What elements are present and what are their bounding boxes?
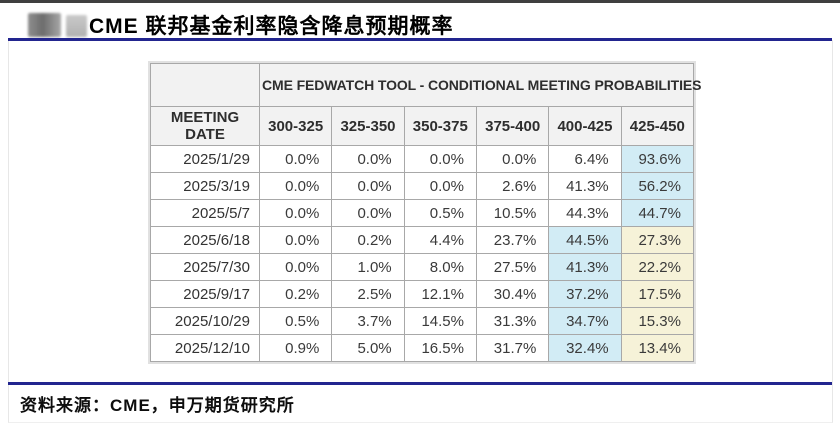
source-note: 资料来源：CME，申万期货研究所 [20,396,295,415]
column-header-rate: 425-450 [620,106,695,146]
probability-cell: 0.0% [331,199,405,227]
probability-cell: 4.4% [403,226,477,254]
header: CME 联邦基金利率隐含降息预期概率 [0,8,840,42]
meeting-date-cell: 2025/9/17 [150,280,260,308]
probability-cell: 0.5% [403,199,477,227]
probability-cell: 27.5% [475,253,550,281]
table-row: 2025/9/17 0.2% 2.5% 12.1% 30.4% 37.2% 17.5% [150,280,695,308]
probability-cell: 0.0% [258,145,333,173]
meeting-date-cell: 2025/3/19 [150,172,260,200]
probability-cell: 0.0% [475,145,550,173]
probability-cell: 93.6% [620,145,695,173]
probability-cell: 0.5% [258,307,333,335]
probability-cell: 0.9% [258,334,333,362]
column-header-meeting-date: MEETING DATE [150,106,260,146]
bottom-divider [8,382,832,385]
probability-cell: 44.5% [548,226,622,254]
probability-cell: 10.5% [475,199,550,227]
column-header-row: MEETING DATE 300-325 325-350 350-375 375-40… [150,106,695,146]
fedwatch-table-container: CME FEDWATCH TOOL - CONDITIONAL MEETING … [148,61,701,364]
table-banner: CME FEDWATCH TOOL - CONDITIONAL MEETING … [259,63,701,107]
probability-cell: 34.7% [548,307,622,335]
probability-cell: 41.3% [548,172,622,200]
probability-cell: 44.3% [548,199,622,227]
probability-cell: 16.5% [403,334,477,362]
probability-cell: 27.3% [620,226,695,254]
probability-cell: 0.0% [403,145,477,173]
probability-cell: 15.3% [620,307,695,335]
meeting-date-cell: 2025/7/30 [150,253,260,281]
probability-cell: 30.4% [475,280,550,308]
column-header-rate: 400-425 [548,106,622,146]
table-row: 2025/7/30 0.0% 1.0% 8.0% 27.5% 41.3% 22.2% [150,253,695,281]
probability-cell: 0.0% [258,172,333,200]
table-row: 2025/1/29 0.0% 0.0% 0.0% 0.0% 6.4% 93.6% [150,145,695,173]
table-row: 2025/5/7 0.0% 0.0% 0.5% 10.5% 44.3% 44.7% [150,199,695,227]
probability-cell: 31.7% [475,334,550,362]
company-logo-blurred [28,13,61,37]
probability-cell: 1.0% [331,253,405,281]
probability-cell: 6.4% [548,145,622,173]
probability-cell: 12.1% [403,280,477,308]
probability-cell: 0.0% [258,199,333,227]
corner-cell [150,63,260,107]
banner-row: CME FEDWATCH TOOL - CONDITIONAL MEETING … [150,63,701,107]
probability-cell: 14.5% [403,307,477,335]
probability-cell: 22.2% [620,253,695,281]
column-header-rate: 300-325 [258,106,333,146]
probability-cell: 31.3% [475,307,550,335]
table-row: 2025/6/18 0.0% 0.2% 4.4% 23.7% 44.5% 27.3% [150,226,695,254]
meeting-date-cell: 2025/1/29 [150,145,260,173]
meeting-date-cell: 2025/5/7 [150,199,260,227]
probability-cell: 0.0% [403,172,477,200]
probability-cell: 44.7% [620,199,695,227]
probability-cell: 0.2% [331,226,405,254]
meeting-date-cell: 2025/6/18 [150,226,260,254]
probability-cell: 23.7% [475,226,550,254]
column-header-rate: 325-350 [331,106,405,146]
column-header-rate: 375-400 [475,106,550,146]
table-row: 2025/10/29 0.5% 3.7% 14.5% 31.3% 34.7% 15.3% [150,307,695,335]
probability-cell: 37.2% [548,280,622,308]
probability-cell: 0.0% [331,145,405,173]
meeting-date-cell: 2025/10/29 [150,307,260,335]
probability-cell: 0.0% [258,253,333,281]
table-row: 2025/3/19 0.0% 0.0% 0.0% 2.6% 41.3% 56.2% [150,172,695,200]
probability-cell: 0.2% [258,280,333,308]
probability-cell: 13.4% [620,334,695,362]
title-underline [8,38,832,41]
meeting-date-cell: 2025/12/10 [150,334,260,362]
column-header-rate: 350-375 [403,106,477,146]
fedwatch-table: CME FEDWATCH TOOL - CONDITIONAL MEETING … [150,63,701,362]
probability-cell: 3.7% [331,307,405,335]
probability-cell: 2.6% [475,172,550,200]
probability-cell: 17.5% [620,280,695,308]
top-divider [0,0,840,3]
page-title: CME 联邦基金利率隐含降息预期概率 [89,15,454,38]
probability-cell: 41.3% [548,253,622,281]
probability-cell: 5.0% [331,334,405,362]
company-logo-blurred [66,15,87,37]
probability-cell: 0.0% [258,226,333,254]
probability-cell: 32.4% [548,334,622,362]
probability-cell: 56.2% [620,172,695,200]
table-row: 2025/12/10 0.9% 5.0% 16.5% 31.7% 32.4% 13.4% [150,334,695,362]
probability-cell: 0.0% [331,172,405,200]
probability-cell: 2.5% [331,280,405,308]
probability-cell: 8.0% [403,253,477,281]
